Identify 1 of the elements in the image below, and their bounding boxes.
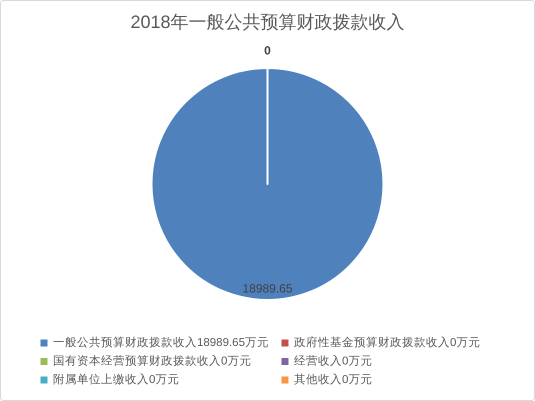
title: 2018年一般公共预算财政拨款收入 [130, 12, 405, 32]
